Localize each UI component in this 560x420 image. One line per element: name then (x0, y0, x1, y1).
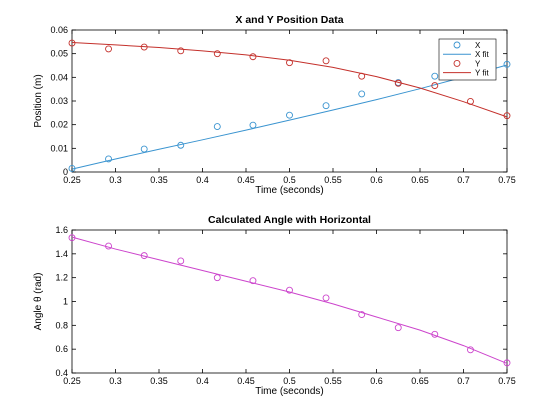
data-point-x (250, 122, 256, 128)
data-point-x (141, 146, 147, 152)
x-tick-label: 0.7 (457, 376, 470, 386)
x-tick-label: 0.45 (237, 376, 255, 386)
legend-entry: Y fit (475, 69, 489, 78)
x-tick-label: 0.35 (150, 376, 168, 386)
plot-area-2 (72, 230, 507, 373)
x-tick-label: 0.35 (150, 175, 168, 185)
x-tick-label: 0.75 (498, 376, 516, 386)
legend-entry: Y (475, 59, 481, 68)
x-tick-label: 0.7 (457, 175, 470, 185)
x-tick-label: 0.5 (283, 175, 296, 185)
legend-entry: X (475, 41, 481, 50)
x-tick-label: 0.45 (237, 175, 255, 185)
y-tick-label: 0.01 (50, 143, 68, 153)
data-point-x (323, 103, 329, 109)
x-tick-label: 0.4 (196, 376, 209, 386)
x-tick-label: 0.6 (370, 376, 383, 386)
y-tick-label: 0.05 (50, 49, 68, 59)
data-point-x (287, 112, 293, 118)
legend-entry: X fit (475, 50, 490, 59)
chart-title: Calculated Angle with Horizontal (208, 214, 371, 226)
y-tick-label: 0.4 (55, 368, 68, 378)
series-line-x-fit (72, 65, 507, 169)
y-tick-label: 0.03 (50, 96, 68, 106)
data-point (323, 295, 329, 301)
data-point-x (359, 91, 365, 97)
y-tick-label: 1.6 (55, 225, 68, 235)
data-point-y (323, 58, 329, 64)
x-tick-label: 0.3 (109, 175, 122, 185)
data-point (395, 325, 401, 331)
series-line (72, 237, 507, 363)
y-tick-label: 0.04 (50, 72, 68, 82)
y-tick-label: 0.8 (55, 320, 68, 330)
x-tick-label: 0.65 (411, 376, 429, 386)
x-axis-label: Time (seconds) (255, 185, 324, 196)
y-tick-label: 0.02 (50, 120, 68, 130)
y-axis-label: Angle θ (rad) (33, 273, 44, 331)
x-tick-label: 0.55 (324, 376, 342, 386)
x-tick-label: 0.6 (370, 175, 383, 185)
data-point (214, 275, 220, 281)
data-point (178, 258, 184, 264)
y-tick-label: 0 (63, 167, 68, 177)
x-tick-label: 0.55 (324, 175, 342, 185)
x-tick-label: 0.4 (196, 175, 209, 185)
y-tick-label: 1 (63, 297, 68, 307)
x-axis-label: Time (seconds) (255, 386, 324, 397)
y-tick-label: 0.6 (55, 344, 68, 354)
y-axis-label: Position (m) (33, 74, 44, 127)
data-point-x (214, 124, 220, 130)
data-point-y (106, 46, 112, 52)
x-tick-label: 0.3 (109, 376, 122, 386)
x-tick-label: 0.75 (498, 175, 516, 185)
x-tick-label: 0.5 (283, 376, 296, 386)
x-tick-label: 0.65 (411, 175, 429, 185)
chart-title: X and Y Position Data (235, 14, 343, 26)
data-point-x (432, 73, 438, 79)
y-tick-label: 0.06 (50, 25, 68, 35)
data-point-y (250, 54, 256, 60)
y-tick-label: 1.2 (55, 273, 68, 283)
y-tick-label: 1.4 (55, 249, 68, 259)
